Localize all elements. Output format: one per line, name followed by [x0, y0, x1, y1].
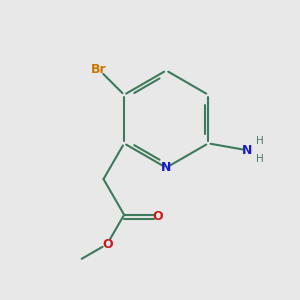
Text: O: O	[153, 210, 163, 223]
Text: N: N	[161, 161, 171, 174]
Text: Br: Br	[91, 63, 107, 76]
Text: N: N	[242, 144, 253, 157]
Text: O: O	[102, 238, 112, 250]
Text: H: H	[256, 154, 264, 164]
Text: H: H	[256, 136, 264, 146]
